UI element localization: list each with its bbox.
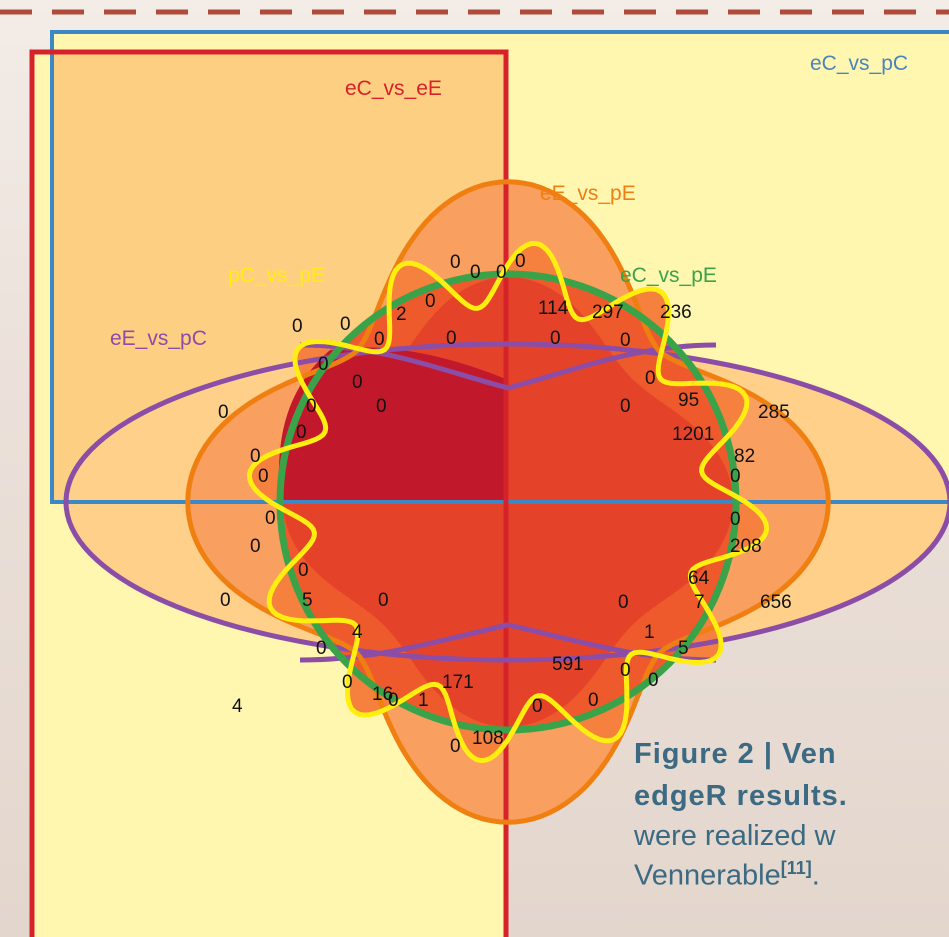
count: 0 <box>470 262 481 283</box>
count: 82 <box>734 446 755 467</box>
count: 297 <box>592 302 624 323</box>
count: 0 <box>388 690 399 711</box>
count: 0 <box>318 354 329 375</box>
count: 0 <box>425 291 436 312</box>
count: 0 <box>620 660 631 681</box>
count: 0 <box>292 316 303 337</box>
count: 0 <box>496 262 507 283</box>
center-darkest-quadrant <box>278 347 508 502</box>
caption-citation: [11] <box>780 858 812 878</box>
count: 0 <box>220 590 231 611</box>
caption-line-4: Vennerable[11]. <box>634 858 820 893</box>
count: 0 <box>620 330 631 351</box>
set-eC_vs_pE-outline <box>276 270 740 734</box>
count: 0 <box>532 696 543 717</box>
count: 0 <box>296 422 307 443</box>
set-eE_vs_pC-outline <box>63 341 949 663</box>
count: 0 <box>258 466 269 487</box>
count: 108 <box>472 728 504 749</box>
count: 0 <box>378 590 389 611</box>
count: 285 <box>758 402 790 423</box>
count: 0 <box>730 509 741 530</box>
count: 0 <box>515 251 526 272</box>
count: 0 <box>250 446 261 467</box>
label-eC_vs_eE: eC_vs_eE <box>345 77 442 100</box>
count: 0 <box>450 736 461 757</box>
count: 656 <box>760 592 792 613</box>
count: 0 <box>645 368 656 389</box>
count: 236 <box>660 302 692 323</box>
count: 5 <box>302 590 313 611</box>
count: 0 <box>588 690 599 711</box>
count: 4 <box>232 696 243 717</box>
count: 0 <box>340 314 351 335</box>
count: 1 <box>644 622 655 643</box>
count: 0 <box>550 328 561 349</box>
count: 0 <box>446 328 457 349</box>
label-pC_vs_pE: pC_vs_pE <box>228 264 325 287</box>
count: 1 <box>418 690 429 711</box>
label-eE_vs_pE: eE_vs_pE <box>540 182 636 205</box>
count: 0 <box>376 396 387 417</box>
count: 114 <box>538 298 569 319</box>
count: 0 <box>265 508 276 529</box>
count: 7 <box>694 592 705 613</box>
count: 0 <box>298 560 309 581</box>
label-eE_vs_pC: eE_vs_pC <box>110 327 207 350</box>
label-eC_vs_pE: eC_vs_pE <box>620 264 717 287</box>
count: 208 <box>730 536 762 557</box>
count: 5 <box>678 638 689 659</box>
label-eC_vs_pC: eC_vs_pC <box>810 52 908 75</box>
count: 0 <box>306 396 317 417</box>
set-eE_vs_pE-outline <box>185 179 831 825</box>
set-pC_vs_pE-outline <box>246 240 770 764</box>
count: 0 <box>730 466 741 487</box>
count: 0 <box>620 396 631 417</box>
caption-line-1: Figure 2 | Ven <box>634 738 837 770</box>
count: 4 <box>352 622 363 643</box>
count: 591 <box>552 654 584 675</box>
caption-line-3: were realized w <box>634 820 836 852</box>
count: 171 <box>442 672 474 693</box>
count: 0 <box>352 372 363 393</box>
count: 0 <box>374 329 385 350</box>
count: 64 <box>688 568 710 589</box>
count: 0 <box>250 536 261 557</box>
count: 0 <box>450 252 461 273</box>
count: 2 <box>396 304 407 325</box>
caption-vennerable: Vennerable <box>634 859 781 892</box>
caption-line-2: edgeR results. <box>634 780 848 812</box>
region-counts: 0 0 0 0 114 297 236 0 0 2 0 0 0 0 0 0 0 … <box>218 251 792 757</box>
count: 1201 <box>672 424 714 445</box>
count: 95 <box>678 390 699 411</box>
caption-period: . <box>811 859 820 892</box>
count: 16 <box>372 684 393 705</box>
count: 0 <box>218 402 229 423</box>
count: 0 <box>618 592 629 613</box>
count: 0 <box>648 670 659 691</box>
count: 0 <box>342 672 353 693</box>
count: 0 <box>316 638 327 659</box>
